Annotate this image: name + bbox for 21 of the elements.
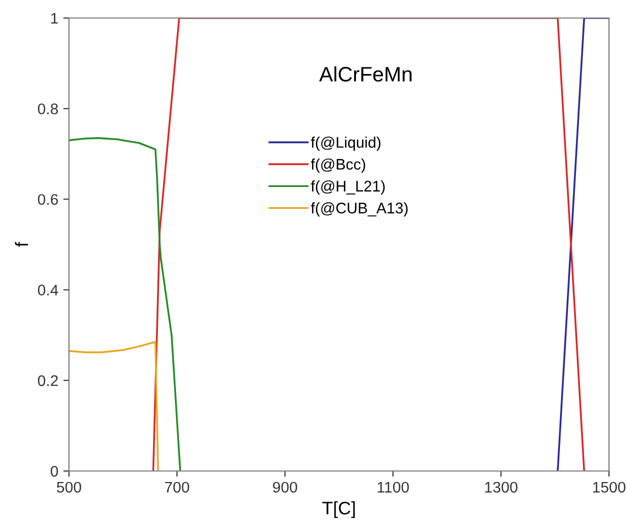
legend-label: f(@H_L21) (310, 180, 385, 195)
x-tick-label: 500 (56, 482, 82, 493)
x-tick-label: 700 (165, 482, 190, 493)
y-axis-title: f (14, 242, 28, 247)
x-axis-title: T[C] (322, 501, 355, 518)
x-tick-label: 1500 (593, 482, 626, 493)
y-tick-label: 0.6 (38, 194, 58, 205)
x-tick-label: 900 (272, 482, 298, 493)
y-tick-label: 1 (51, 13, 58, 24)
y-tick-label: 0 (50, 466, 58, 477)
line-series (69, 137, 182, 471)
legend-label: f(@Liquid) (310, 136, 380, 151)
line-series (69, 340, 160, 471)
y-tick-label: 0.4 (38, 284, 58, 296)
y-tick-label: 0.8 (38, 103, 58, 114)
text: AlCrFeMn (319, 66, 412, 82)
legend-label: f(@Bcc) (310, 158, 366, 173)
legend-label: f(@CUB_A13) (310, 202, 408, 216)
x-tick-label: 1300 (485, 482, 518, 493)
x-tick-label: 1100 (378, 482, 409, 493)
y-tick-label: 0.2 (38, 375, 58, 386)
